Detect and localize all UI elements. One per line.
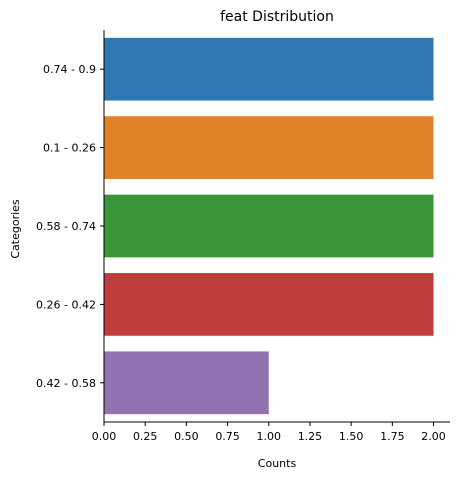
bar-0 — [104, 37, 434, 101]
y-tick-label-2: 0.58 - 0.74 — [36, 220, 96, 233]
x-tick-label-5: 1.25 — [298, 430, 323, 443]
bar-4 — [104, 351, 269, 415]
x-tick-label-2: 0.50 — [174, 430, 199, 443]
bar-1 — [104, 116, 434, 179]
y-tick-label-4: 0.42 - 0.58 — [36, 377, 96, 390]
y-tick-label-3: 0.26 - 0.42 — [36, 298, 96, 311]
x-axis-ticks: 0.00 0.25 0.50 0.75 1.00 1.25 1.50 1.75 2.00 — [92, 422, 446, 443]
y-axis-title: Categories — [9, 199, 22, 259]
y-tick-label-1: 0.1 - 0.26 — [43, 142, 96, 155]
chart-title: feat Distribution — [220, 9, 334, 25]
x-tick-label-1: 0.25 — [133, 430, 158, 443]
x-tick-label-6: 1.50 — [339, 430, 364, 443]
bars-group — [104, 37, 434, 415]
x-tick-label-8: 2.00 — [421, 430, 446, 443]
y-tick-label-0: 0.74 - 0.9 — [43, 63, 96, 76]
bar-3 — [104, 273, 434, 336]
y-axis-ticks: 0.74 - 0.9 0.1 - 0.26 0.58 - 0.74 0.26 - 0.… — [36, 63, 104, 390]
bar-2 — [104, 194, 434, 258]
x-tick-label-0: 0.00 — [92, 430, 117, 443]
x-tick-label-3: 0.75 — [215, 430, 240, 443]
x-axis-title: Counts — [258, 457, 297, 470]
x-tick-label-7: 1.75 — [380, 430, 405, 443]
x-tick-label-4: 1.00 — [257, 430, 282, 443]
